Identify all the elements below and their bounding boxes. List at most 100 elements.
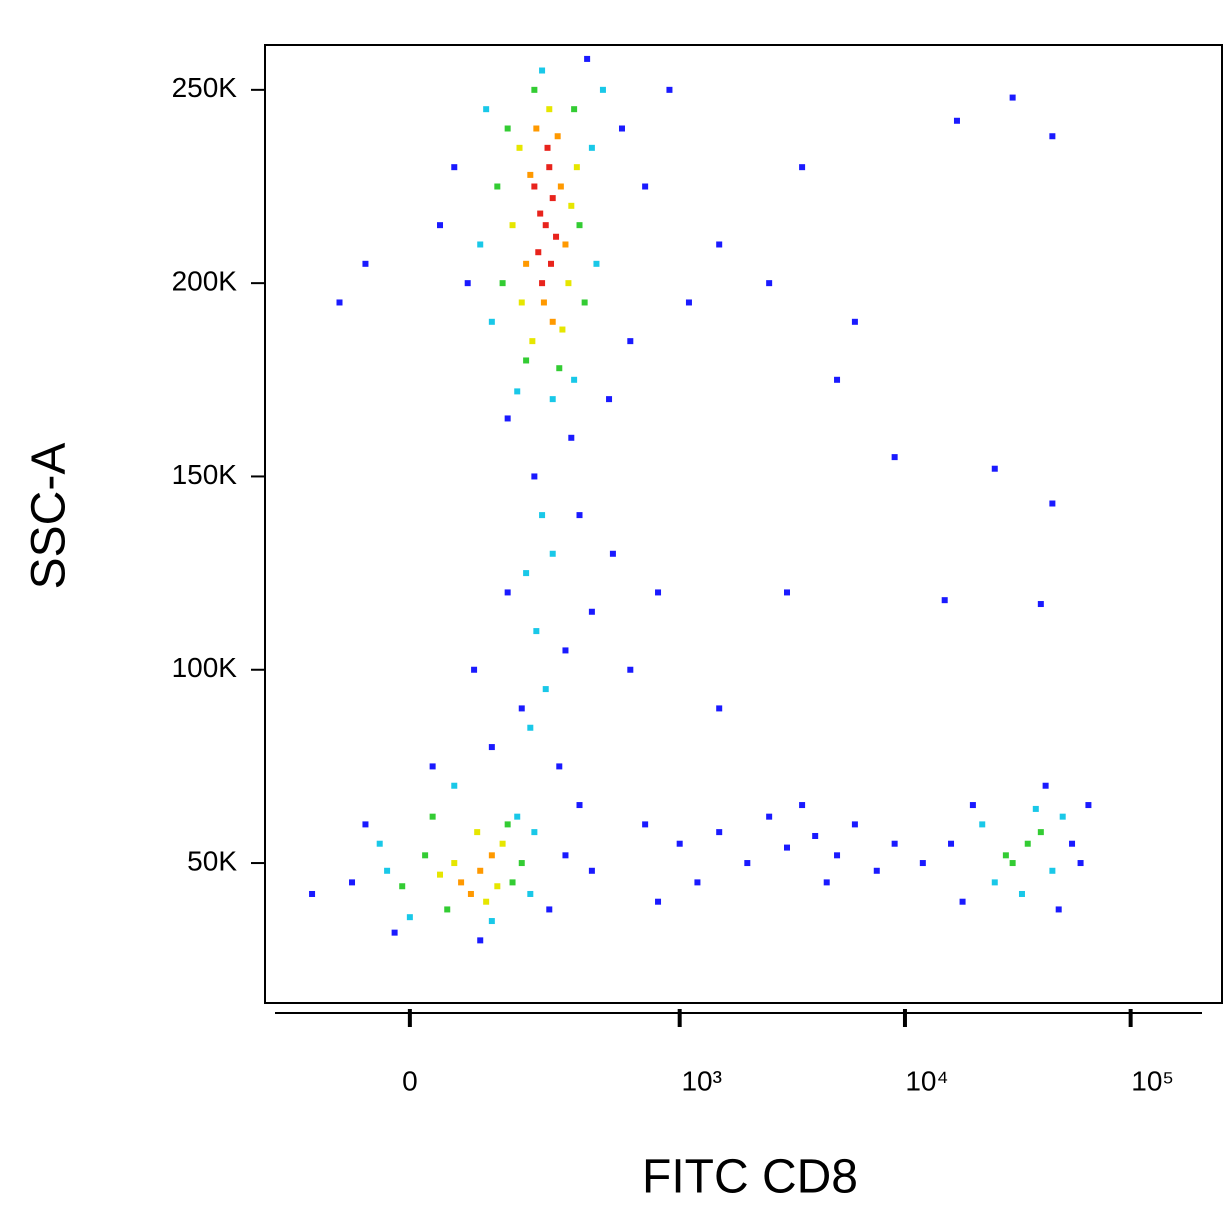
x-axis-label: FITC CD8 xyxy=(642,1151,858,1204)
point xyxy=(539,67,546,74)
point xyxy=(531,183,538,190)
point xyxy=(514,813,521,820)
point xyxy=(556,763,563,770)
point xyxy=(509,879,516,886)
point xyxy=(891,454,898,461)
point xyxy=(499,280,506,287)
point xyxy=(309,890,316,897)
point xyxy=(533,125,540,132)
point xyxy=(518,860,525,867)
y-tick-label: 200K xyxy=(172,266,238,297)
y-tick-label: 250K xyxy=(172,72,238,103)
point xyxy=(1032,805,1039,812)
point xyxy=(834,852,841,859)
point xyxy=(518,705,525,712)
point xyxy=(799,164,806,171)
point xyxy=(504,589,511,596)
point xyxy=(716,241,723,248)
point xyxy=(527,724,534,731)
point xyxy=(655,589,662,596)
point xyxy=(494,883,501,890)
point xyxy=(488,318,495,325)
point xyxy=(504,125,511,132)
point xyxy=(581,299,588,306)
point xyxy=(437,222,444,229)
point xyxy=(1085,802,1092,809)
point xyxy=(467,890,474,897)
point xyxy=(553,233,560,240)
point xyxy=(559,326,566,333)
point xyxy=(851,318,858,325)
point xyxy=(694,879,701,886)
point xyxy=(483,106,490,113)
point xyxy=(799,802,806,809)
point xyxy=(531,86,538,93)
point xyxy=(542,686,549,693)
point xyxy=(523,570,530,577)
point xyxy=(766,280,773,287)
point xyxy=(527,171,534,178)
point xyxy=(891,840,898,847)
point xyxy=(437,871,444,878)
point xyxy=(349,879,356,886)
point xyxy=(627,338,634,345)
point xyxy=(504,821,511,828)
point xyxy=(477,241,484,248)
point xyxy=(599,86,606,93)
point xyxy=(429,813,436,820)
point xyxy=(464,280,471,287)
point xyxy=(451,860,458,867)
point xyxy=(429,763,436,770)
point xyxy=(991,879,998,886)
point xyxy=(568,434,575,441)
point xyxy=(655,898,662,905)
point xyxy=(618,125,625,132)
point xyxy=(562,241,569,248)
y-tick-label: 150K xyxy=(172,459,238,490)
point xyxy=(539,280,546,287)
point xyxy=(531,473,538,480)
point xyxy=(527,890,534,897)
point xyxy=(606,396,613,403)
point xyxy=(549,396,556,403)
point xyxy=(576,222,583,229)
point xyxy=(919,860,926,867)
point xyxy=(539,512,546,519)
point xyxy=(391,929,398,936)
point xyxy=(716,829,723,836)
point xyxy=(554,133,561,140)
point xyxy=(571,106,578,113)
point xyxy=(336,299,343,306)
point xyxy=(676,840,683,847)
point xyxy=(1024,840,1031,847)
point xyxy=(362,821,369,828)
point xyxy=(444,906,451,913)
point xyxy=(1059,813,1066,820)
point xyxy=(499,840,506,847)
point xyxy=(1055,906,1062,913)
point xyxy=(562,647,569,654)
point xyxy=(991,465,998,472)
point xyxy=(1009,94,1016,101)
plot-frame xyxy=(264,44,1223,1004)
point xyxy=(576,512,583,519)
point xyxy=(562,852,569,859)
point xyxy=(488,918,495,925)
point xyxy=(546,906,553,913)
point xyxy=(873,867,880,874)
x-tick-label: 10⁵ xyxy=(1131,1065,1174,1096)
point xyxy=(516,144,523,151)
point xyxy=(1009,860,1016,867)
point xyxy=(557,183,564,190)
point xyxy=(544,144,551,151)
x-tick-label: 10³ xyxy=(681,1065,721,1096)
point xyxy=(477,937,484,944)
point xyxy=(548,260,555,267)
point xyxy=(573,164,580,171)
point xyxy=(399,883,406,890)
point xyxy=(474,829,481,836)
point xyxy=(588,867,595,874)
point xyxy=(406,914,413,921)
point xyxy=(504,415,511,422)
point xyxy=(451,164,458,171)
